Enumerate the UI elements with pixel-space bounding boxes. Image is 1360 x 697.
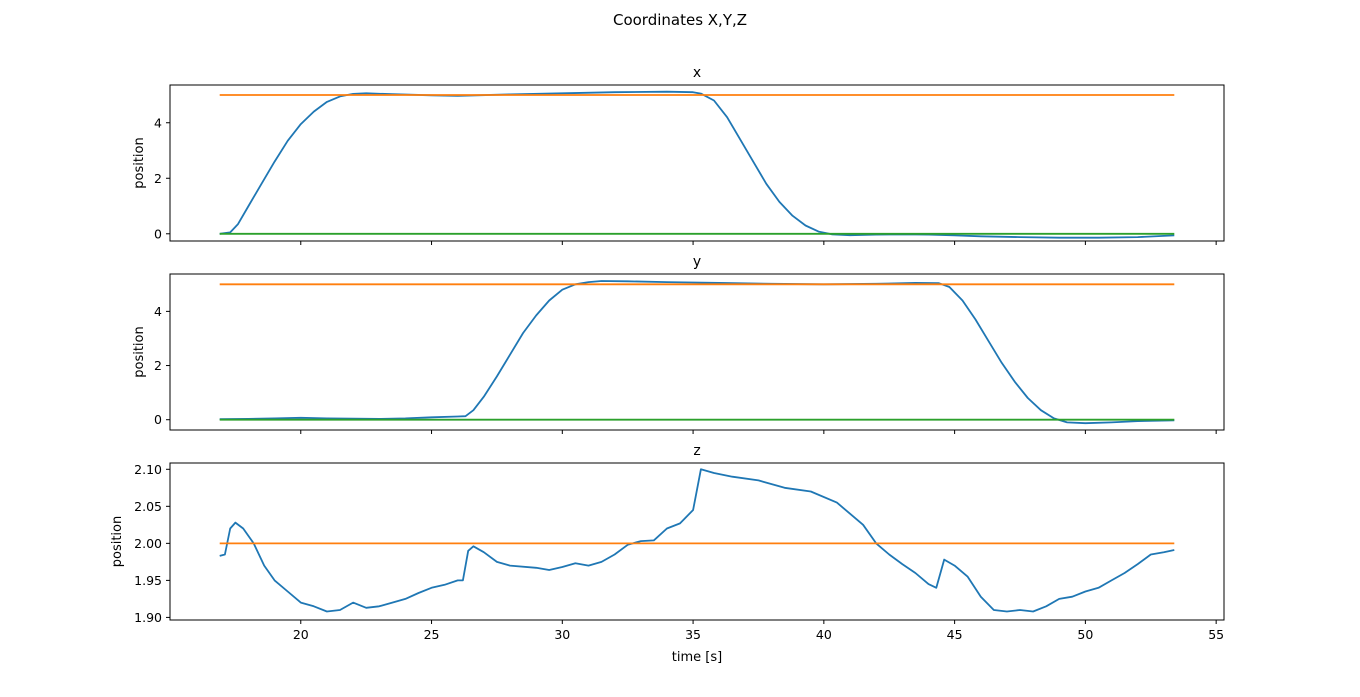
x-tick-label: 30 xyxy=(554,627,570,642)
subplot-y: y 0 2 4 position xyxy=(132,254,1225,434)
subplots: x 0 2 4 position y 0 2 4 position z 1.90 1.95 2.00 2.0… xyxy=(110,65,1225,665)
y-axis-label: position xyxy=(110,516,125,568)
subplot-z: z 1.90 1.95 2.00 2.05 2.10 20 25 30 35 40 45 50 55 pos… xyxy=(110,443,1225,665)
y-axis-label: position xyxy=(132,137,147,189)
y-axis-label: position xyxy=(132,326,147,378)
series-line-z-1 xyxy=(219,468,1175,613)
plot-frame xyxy=(169,273,1225,431)
x-tick-label: 55 xyxy=(1208,627,1224,642)
y-tick-label: 4 xyxy=(154,304,162,319)
x-tick-label: 35 xyxy=(685,627,701,642)
y-tick-label: 1.95 xyxy=(134,573,162,588)
figure-title: Coordinates X,Y,Z xyxy=(613,11,747,29)
series-line-y-1 xyxy=(219,280,1175,425)
y-tick-label: 2.00 xyxy=(134,536,162,551)
y-tick-label: 2 xyxy=(154,171,162,186)
subplot-x: x 0 2 4 position xyxy=(132,65,1225,245)
y-tick-label: 1.90 xyxy=(134,610,162,625)
subplot-title: x xyxy=(693,65,701,81)
x-tick-label: 40 xyxy=(816,627,832,642)
y-tick-label: 0 xyxy=(154,412,162,427)
y-tick-label: 0 xyxy=(154,226,162,241)
x-tick-label: 50 xyxy=(1077,627,1093,642)
plot-frame xyxy=(169,84,1225,242)
subplot-title: y xyxy=(693,254,701,270)
subplot-title: z xyxy=(693,443,700,459)
y-tick-label: 2 xyxy=(154,358,162,373)
x-tick-label: 25 xyxy=(424,627,440,642)
y-tick-label: 2.10 xyxy=(134,462,162,477)
x-tick-label: 20 xyxy=(293,627,309,642)
y-tick-label: 4 xyxy=(154,115,162,130)
x-axis-label: time [s] xyxy=(672,650,722,665)
x-tick-label: 45 xyxy=(947,627,963,642)
y-tick-label: 2.05 xyxy=(134,499,162,514)
plot-frame xyxy=(169,462,1225,621)
